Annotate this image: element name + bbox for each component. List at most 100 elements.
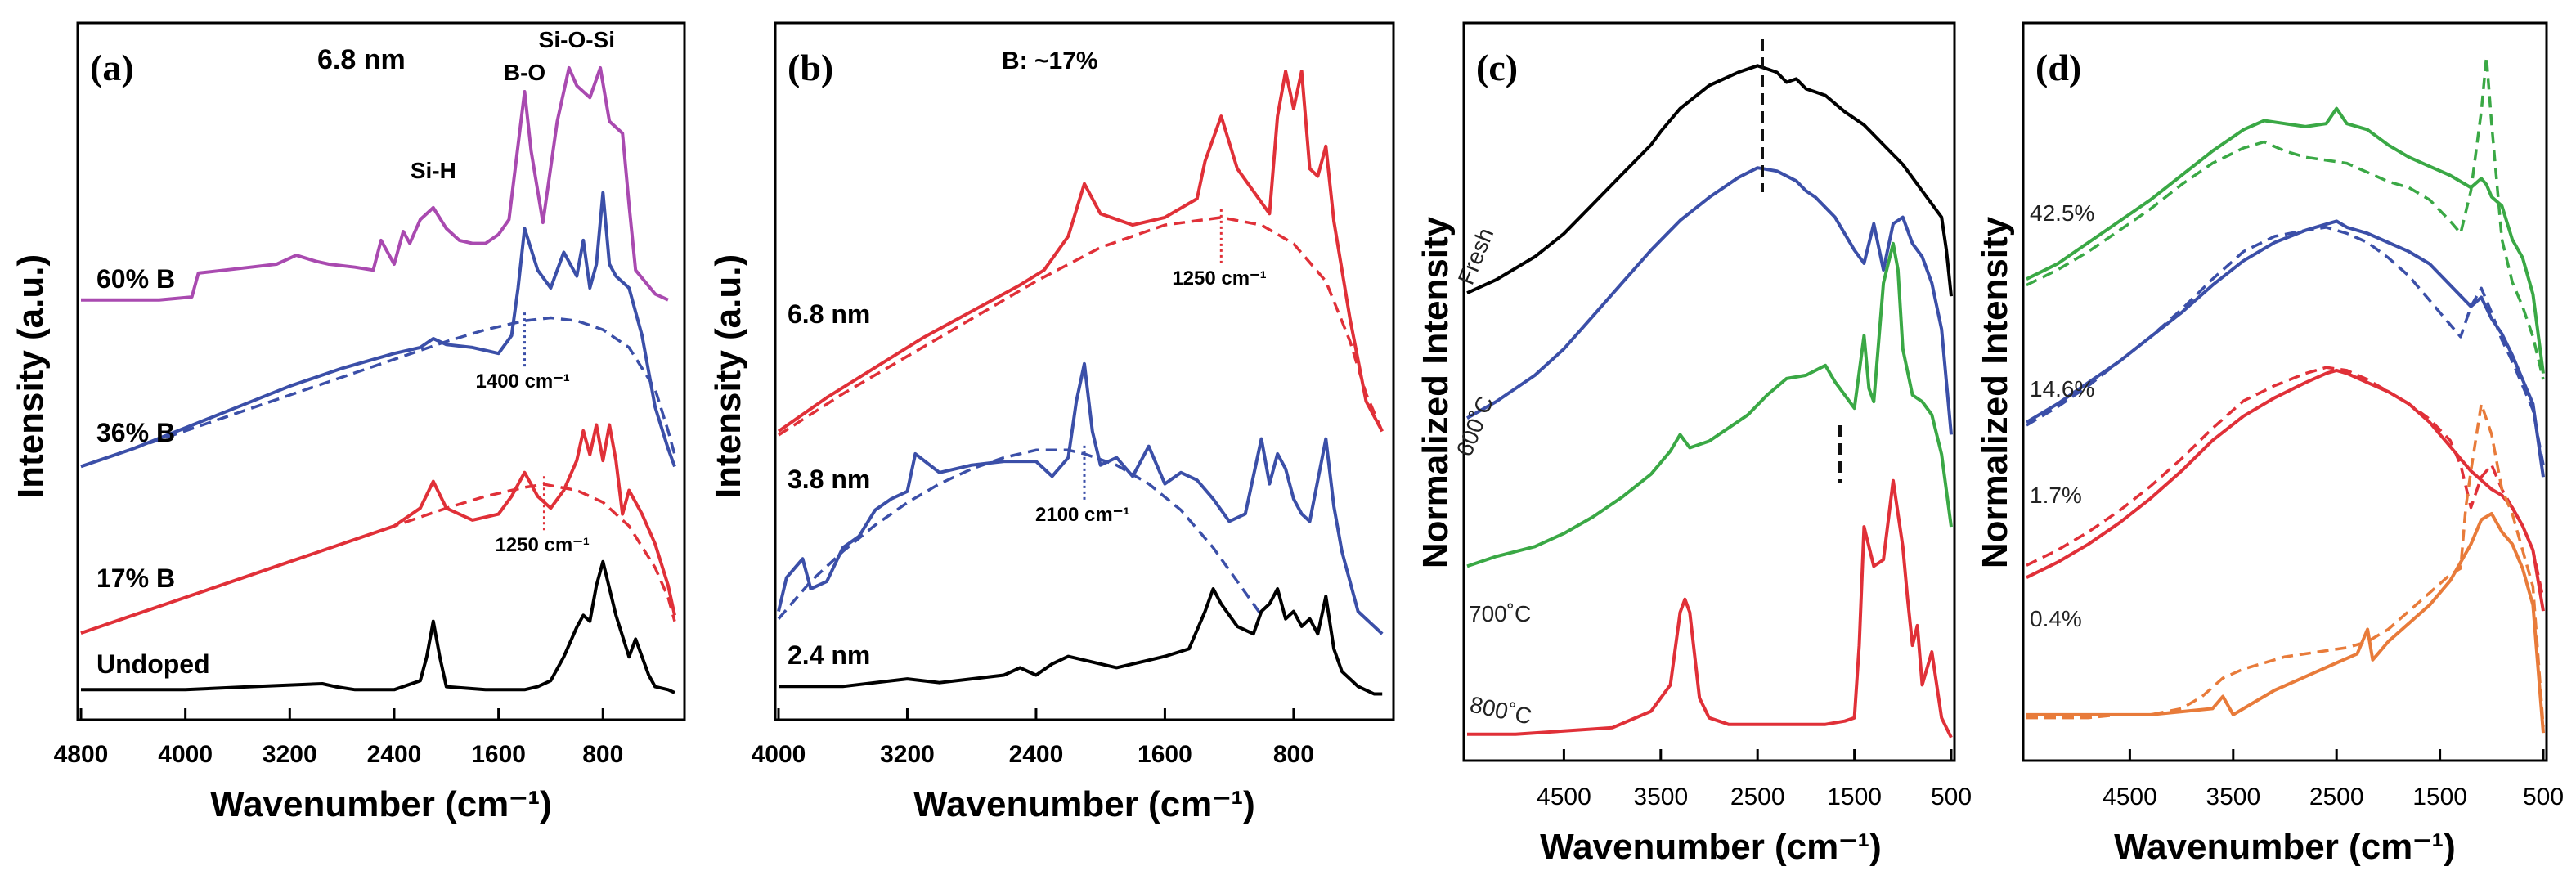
panel-b-series-3-8-nm: [777, 361, 1384, 635]
panel-a-tick-label-5: 800: [582, 741, 623, 768]
panel-d-tag: (d): [2035, 47, 2081, 88]
panel-d-label-1-7: 1.7%: [2030, 483, 2082, 508]
panel-c-tick-label-2: 2500: [1730, 783, 1785, 810]
panel-d-series-42-5: [2026, 106, 2545, 374]
panel-b-baseline-1: [777, 448, 1263, 620]
panel-a-y-title: Intensity (a.u.): [11, 254, 51, 498]
panel-b-tick-label-2: 2400: [1009, 741, 1064, 768]
panel-b-baseline-0: [778, 216, 1384, 437]
panel-a-plot: 60% B 36% B 17% B Undoped Si-H B-O Si-O-Si 1400…: [80, 27, 676, 694]
panel-b-marker-label-1: 2100 cm⁻¹: [1035, 504, 1129, 526]
panel-b-tag: (b): [788, 47, 833, 88]
panel-b-label-2-4-nm: 2.4 nm: [788, 640, 870, 670]
panel-b: 6.8 nm 3.8 nm 2.4 nm 1250 cm⁻¹ 2100 cm⁻¹ (b)…: [708, 21, 1395, 824]
panel-d-series-42-5-dashed: [2026, 55, 2545, 380]
panel-d-frame: [2022, 21, 2548, 762]
panel-d-x-title: Wavenumber (cm⁻¹): [2114, 827, 2456, 867]
panel-c-tick-label-4: 500: [1931, 783, 1972, 810]
panel-a-peak-b-o: B-O: [504, 60, 545, 85]
panel-d-plot: 42.5% 14.6% 1.7% 0.4%: [2025, 55, 2545, 734]
panel-a: 60% B 36% B 17% B Undoped Si-H B-O Si-O-Si 1400…: [11, 21, 686, 824]
panel-a-baseline-1: [80, 483, 676, 635]
panel-c-tick-label-3: 1500: [1827, 783, 1882, 810]
panel-c-series-800-c: [1467, 478, 1953, 739]
panel-d-tick-label-4: 500: [2523, 783, 2564, 810]
panel-b-series-6-8-nm: [777, 70, 1384, 433]
panel-a-marker-label-0: 1400 cm⁻¹: [476, 370, 570, 393]
panel-a-tick-label-1: 4000: [158, 741, 213, 768]
panel-c-tick-label-1: 3500: [1633, 783, 1688, 810]
panel-d-x-ticks: 4500 3500 2500 1500 500: [2103, 749, 2564, 810]
panel-a-label-60-b: 60% B: [96, 264, 175, 294]
panel-c-x-title: Wavenumber (cm⁻¹): [1540, 827, 1882, 867]
panel-b-series-2-4-nm: [779, 587, 1383, 696]
panel-d-tick-label-1: 3500: [2206, 783, 2260, 810]
panel-a-series-60-b: [81, 65, 669, 302]
panel-d-series-1-7-dashed: [2026, 366, 2545, 599]
panel-a-tick-label-3: 2400: [367, 741, 422, 768]
panel-c-label-600-c: 600˚C: [1452, 393, 1498, 460]
panel-a-top-label: 6.8 nm: [317, 44, 406, 75]
panel-d-tick-label-0: 4500: [2103, 783, 2157, 810]
panel-d-label-42-5: 42.5%: [2030, 200, 2094, 226]
panel-c-label-fresh: Fresh: [1453, 224, 1499, 288]
panel-c-tag: (c): [1476, 47, 1518, 88]
panel-c-frame: [1462, 21, 1956, 762]
panel-a-baseline-0: [80, 316, 676, 469]
panel-b-top-label: B: ~17%: [1002, 47, 1098, 74]
panel-a-tick-label-2: 3200: [263, 741, 317, 768]
panel-d-y-title: Normalized Intensity: [1975, 216, 2015, 568]
panel-d-series-1-7: [2026, 368, 2545, 612]
panel-a-x-ticks: 4800 4000 3200 2400 1600 800: [54, 708, 623, 768]
panel-d-series-14-6-dashed: [2026, 226, 2545, 465]
panel-c-series-700-c: [1466, 241, 1953, 568]
panel-c-series-group: [1466, 64, 1953, 739]
panel-d-series-group: [2025, 55, 2545, 734]
panel-a-peak-si-h: Si-H: [411, 158, 456, 183]
panel-c-x-ticks: 4500 3500 2500 1500 500: [1537, 749, 1972, 810]
panel-b-label-6-8-nm: 6.8 nm: [788, 299, 870, 329]
panel-a-label-undoped: Undoped: [96, 649, 210, 679]
panel-a-series-17-b: [80, 423, 676, 635]
panel-c-series-fresh: [1466, 64, 1953, 297]
panel-b-x-ticks: 4000 3200 2400 1600 800: [752, 708, 1314, 768]
panel-a-series-36-b: [80, 191, 676, 469]
panel-d-label-0-4: 0.4%: [2030, 606, 2082, 631]
panel-b-tick-label-4: 800: [1273, 741, 1314, 768]
panel-d: 42.5% 14.6% 1.7% 0.4% (d) 4500 3500 2500 1500 5…: [1975, 21, 2564, 867]
panel-c-label-800-c: 800˚C: [1468, 692, 1534, 730]
panel-a-series-undoped: [81, 559, 675, 694]
panel-d-series-0-4-dashed: [2026, 402, 2545, 727]
panel-a-frame: [76, 21, 686, 721]
panel-c-y-title: Normalized Intensity: [1416, 216, 1456, 568]
panel-b-marker-label-0: 1250 cm⁻¹: [1172, 267, 1266, 290]
panel-d-label-14-6: 14.6%: [2030, 376, 2094, 402]
panel-b-y-title: Intensity (a.u.): [708, 254, 748, 498]
panel-c-series-600-c: [1466, 166, 1953, 435]
panel-a-label-17-b: 17% B: [96, 563, 175, 593]
panel-b-tick-label-0: 4000: [752, 741, 806, 768]
panel-a-label-36-b: 36% B: [96, 418, 175, 447]
panel-b-x-title: Wavenumber (cm⁻¹): [913, 784, 1255, 824]
panel-a-marker-label-1: 1250 cm⁻¹: [495, 534, 589, 556]
panel-a-tick-label-0: 4800: [54, 741, 109, 768]
panel-b-tick-label-3: 1600: [1138, 741, 1192, 768]
panel-a-peak-si-o-si: Si-O-Si: [539, 27, 615, 52]
panel-b-plot: 6.8 nm 3.8 nm 2.4 nm 1250 cm⁻¹ 2100 cm⁻¹: [777, 70, 1384, 696]
panel-b-series-group: [777, 70, 1384, 696]
panel-a-x-title: Wavenumber (cm⁻¹): [210, 784, 552, 824]
panel-c-label-700-c: 700˚C: [1469, 601, 1531, 626]
panel-b-tick-label-1: 3200: [880, 741, 935, 768]
panel-b-frame: [774, 21, 1395, 721]
panel-d-series-0-4: [2026, 512, 2545, 734]
panel-c-plot: Fresh 600˚C 700˚C 800˚C: [1452, 39, 1953, 739]
panel-b-label-3-8-nm: 3.8 nm: [788, 465, 870, 494]
panel-c-tick-label-0: 4500: [1537, 783, 1591, 810]
panel-c: Fresh 600˚C 700˚C 800˚C (c) 4500 3500 2500 150…: [1416, 21, 1972, 867]
panel-d-series-14-6: [2025, 219, 2545, 478]
panel-d-tick-label-3: 1500: [2412, 783, 2467, 810]
panel-a-tag: (a): [90, 47, 134, 88]
panel-a-tick-label-4: 1600: [471, 741, 526, 768]
panel-d-tick-label-2: 2500: [2309, 783, 2364, 810]
